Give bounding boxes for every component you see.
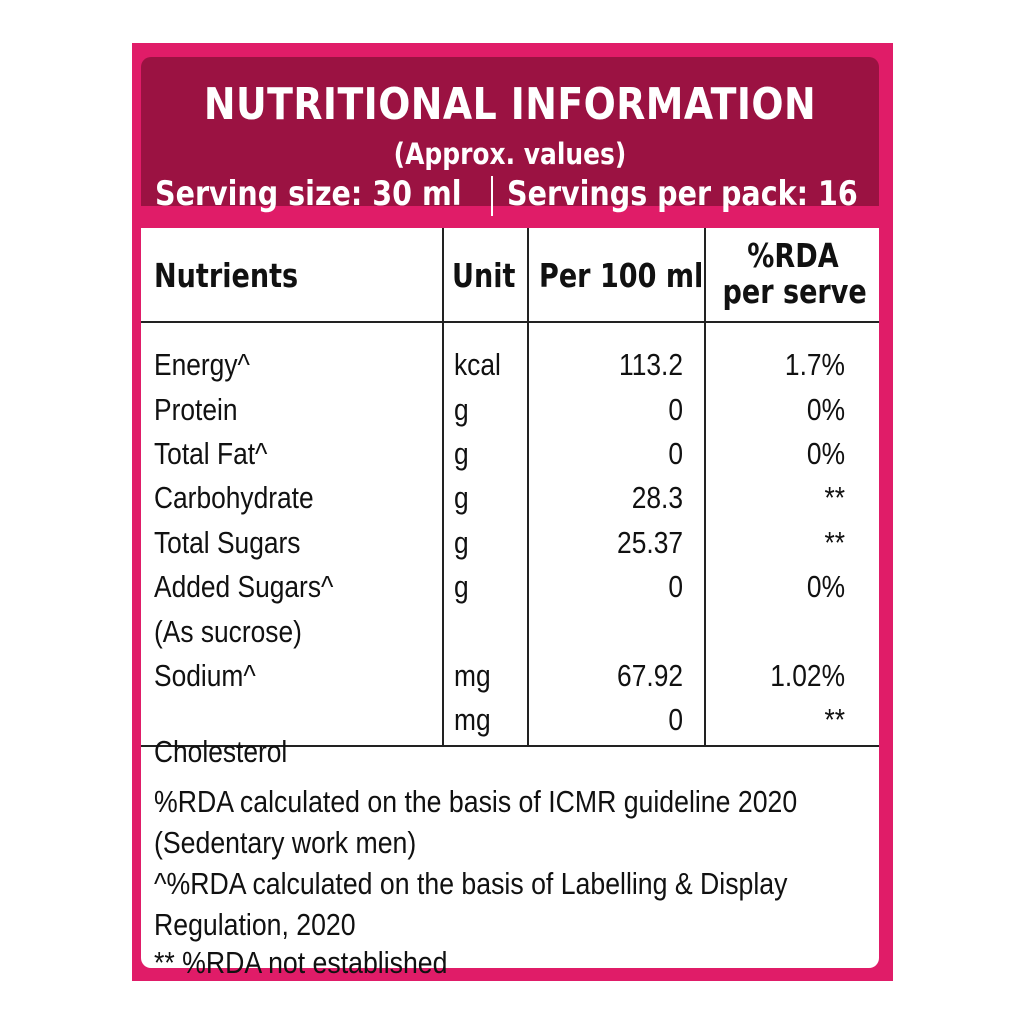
nutrient-unit: kcal <box>454 347 501 382</box>
nutrient-name: Carbohydrate <box>154 480 314 515</box>
nutrient-unit: mg <box>454 702 491 737</box>
nutrient-per-100ml: 113.2 <box>619 347 683 382</box>
nutrient-rda: ** <box>824 702 845 737</box>
label-header: NUTRITIONAL INFORMATION (Approx. values) <box>141 57 879 206</box>
nutrient-rda: ** <box>824 480 845 515</box>
nutrient-per-100ml: 25.37 <box>617 525 683 560</box>
footnote: Regulation, 2020 <box>154 907 356 942</box>
nutrient-rda: 0% <box>806 392 845 427</box>
nutrient-name: Total Fat^ <box>154 436 268 471</box>
nutrient-unit: g <box>454 436 469 471</box>
nutrient-unit: g <box>454 392 469 427</box>
nutrient-name: Added Sugars^ <box>154 569 334 604</box>
nutrient-name: Total Sugars <box>154 525 301 560</box>
nutrient-name-continued: (As sucrose) <box>154 614 302 649</box>
column-header-rda: %RDA <box>747 236 839 275</box>
nutrient-unit: g <box>454 525 469 560</box>
nutrient-per-100ml: 28.3 <box>631 480 683 515</box>
column-divider <box>704 228 706 746</box>
nutrient-rda: 1.02% <box>770 658 845 693</box>
nutrient-per-100ml: 0 <box>668 392 683 427</box>
nutrient-name: Cholesterol <box>154 734 288 769</box>
nutrition-label: NUTRITIONAL INFORMATION (Approx. values)… <box>132 43 893 981</box>
nutrient-per-100ml: 0 <box>668 436 683 471</box>
label-title: NUTRITIONAL INFORMATION <box>203 79 817 130</box>
footnote: ** %RDA not established <box>154 945 448 980</box>
nutrient-rda: 0% <box>806 436 845 471</box>
nutrient-per-100ml: 0 <box>668 702 683 737</box>
column-header-per-100ml: Per 100 ml <box>539 256 704 295</box>
footnote: (Sedentary work men) <box>154 825 417 860</box>
header-rule <box>141 321 879 323</box>
nutrient-rda: ** <box>824 525 845 560</box>
serving-size: Serving size: 30 ml <box>155 174 462 214</box>
footnote: %RDA calculated on the basis of ICMR gui… <box>154 784 798 819</box>
column-header-per-serve: per serve <box>722 272 867 311</box>
nutrition-table: Nutrients Unit Per 100 ml %RDA per serve… <box>141 228 879 980</box>
column-divider <box>442 228 444 746</box>
nutrient-unit: g <box>454 569 469 604</box>
nutrient-name: Energy^ <box>154 347 250 382</box>
label-subtitle: (Approx. values) <box>393 137 627 171</box>
serving-divider <box>491 176 493 216</box>
nutrient-name: Protein <box>154 392 238 427</box>
nutrient-per-100ml: 67.92 <box>617 658 683 693</box>
column-header-unit: Unit <box>452 256 516 295</box>
table-bottom-rule <box>141 745 879 747</box>
column-divider <box>527 228 529 746</box>
nutrient-rda: 0% <box>806 569 845 604</box>
servings-per-pack: Servings per pack: 16 <box>507 174 858 214</box>
nutrient-rda: 1.7% <box>784 347 845 382</box>
nutrient-unit: mg <box>454 658 491 693</box>
nutrient-name: Sodium^ <box>154 658 256 693</box>
nutrient-per-100ml: 0 <box>668 569 683 604</box>
serving-bar: Serving size: 30 ml Servings per pack: 1… <box>132 170 893 228</box>
footnote: ^%RDA calculated on the basis of Labelli… <box>154 866 788 901</box>
column-header-nutrients: Nutrients <box>154 256 299 295</box>
nutrient-unit: g <box>454 480 469 515</box>
